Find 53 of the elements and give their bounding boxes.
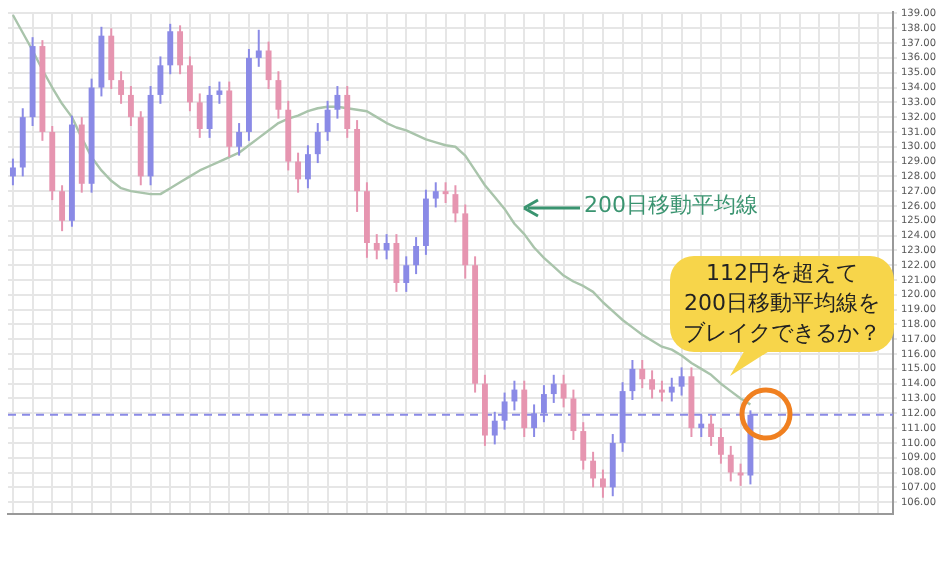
candlestick — [550, 373, 557, 404]
candlestick — [324, 99, 331, 142]
candlestick — [275, 70, 282, 120]
candlestick — [727, 444, 734, 483]
candlestick — [649, 369, 656, 400]
candlestick — [196, 92, 203, 139]
candlestick — [383, 233, 390, 261]
candlestick — [560, 373, 567, 409]
candlestick — [157, 55, 164, 105]
candlestick — [590, 450, 597, 489]
candlestick — [127, 85, 134, 128]
candlestick — [344, 85, 351, 139]
candlestick — [108, 27, 115, 90]
candlestick — [432, 181, 439, 209]
annotation: 112円を超えて — [704, 258, 860, 288]
candlestick — [118, 70, 125, 105]
candlestick — [255, 28, 262, 68]
candlestick — [186, 55, 193, 113]
candlestick — [452, 184, 459, 224]
candlestick — [167, 22, 174, 76]
candlestick — [373, 233, 380, 261]
candlestick — [295, 151, 302, 194]
candlestick — [393, 233, 400, 293]
text: 200日移動平均線 — [584, 192, 758, 220]
candlestick — [668, 376, 675, 403]
candlestick — [599, 468, 606, 499]
candlestick — [609, 433, 616, 498]
candlestick — [717, 427, 724, 465]
candlestick — [570, 388, 577, 441]
candlestick — [639, 358, 646, 390]
candlestick — [9, 157, 16, 187]
candlestick — [314, 122, 321, 165]
annotation: ブレイクできるか？ — [681, 318, 883, 348]
candlestick — [521, 379, 528, 438]
candlestick — [442, 181, 449, 205]
candlestick — [413, 236, 420, 276]
candlestick — [265, 40, 272, 90]
candlestick — [678, 366, 685, 397]
candlestick — [216, 80, 223, 105]
candlestick — [580, 421, 587, 471]
candlestick — [708, 413, 715, 447]
candlestick — [403, 255, 410, 293]
candlestick — [511, 379, 518, 412]
candlestick — [236, 122, 243, 157]
candlestick — [304, 144, 311, 190]
candlestick — [177, 24, 184, 76]
candlestick — [334, 85, 341, 120]
candlestick — [206, 85, 213, 139]
candlestick — [59, 184, 66, 233]
candlestick — [629, 358, 636, 401]
annotation: 200日移動平均線を — [682, 288, 882, 318]
candlestick — [422, 188, 429, 256]
candlestick — [658, 379, 665, 403]
